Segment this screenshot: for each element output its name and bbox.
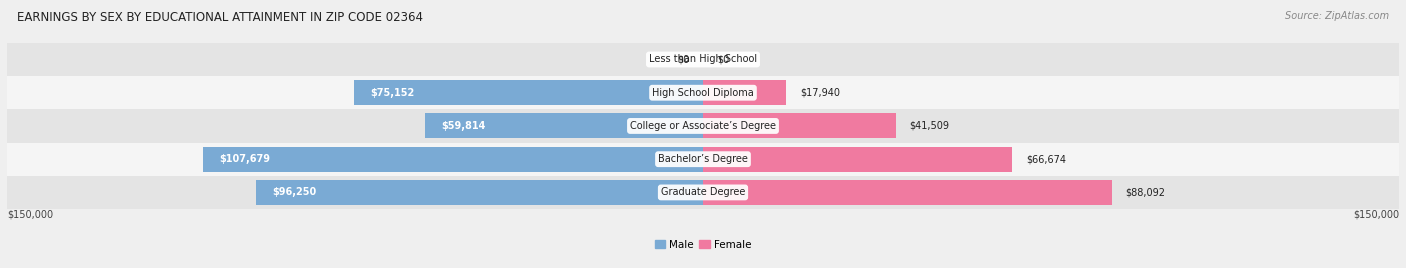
- Bar: [7, 176, 1399, 209]
- Text: $17,940: $17,940: [800, 88, 841, 98]
- Text: $96,250: $96,250: [273, 187, 316, 198]
- Bar: [256, 180, 703, 205]
- Text: $107,679: $107,679: [219, 154, 270, 164]
- Text: $59,814: $59,814: [441, 121, 486, 131]
- Legend: Male, Female: Male, Female: [651, 235, 755, 254]
- Text: EARNINGS BY SEX BY EDUCATIONAL ATTAINMENT IN ZIP CODE 02364: EARNINGS BY SEX BY EDUCATIONAL ATTAINMEN…: [17, 11, 423, 24]
- Text: $75,152: $75,152: [371, 88, 415, 98]
- Bar: [7, 143, 1399, 176]
- Bar: [7, 76, 1399, 109]
- Text: High School Diploma: High School Diploma: [652, 88, 754, 98]
- Text: $0: $0: [676, 54, 689, 65]
- Bar: [204, 147, 703, 172]
- Text: $88,092: $88,092: [1126, 187, 1166, 198]
- Text: College or Associate’s Degree: College or Associate’s Degree: [630, 121, 776, 131]
- Bar: [703, 80, 786, 105]
- Text: Source: ZipAtlas.com: Source: ZipAtlas.com: [1285, 11, 1389, 21]
- Bar: [703, 180, 1112, 205]
- Text: $66,674: $66,674: [1026, 154, 1066, 164]
- Text: Less than High School: Less than High School: [650, 54, 756, 65]
- Text: $150,000: $150,000: [7, 209, 53, 219]
- Bar: [7, 109, 1399, 143]
- Bar: [354, 80, 703, 105]
- Bar: [703, 114, 896, 138]
- Bar: [7, 43, 1399, 76]
- Text: Bachelor’s Degree: Bachelor’s Degree: [658, 154, 748, 164]
- Text: $150,000: $150,000: [1353, 209, 1399, 219]
- Text: Graduate Degree: Graduate Degree: [661, 187, 745, 198]
- Bar: [426, 114, 703, 138]
- Bar: [703, 147, 1012, 172]
- Text: $0: $0: [717, 54, 730, 65]
- Text: $41,509: $41,509: [910, 121, 949, 131]
